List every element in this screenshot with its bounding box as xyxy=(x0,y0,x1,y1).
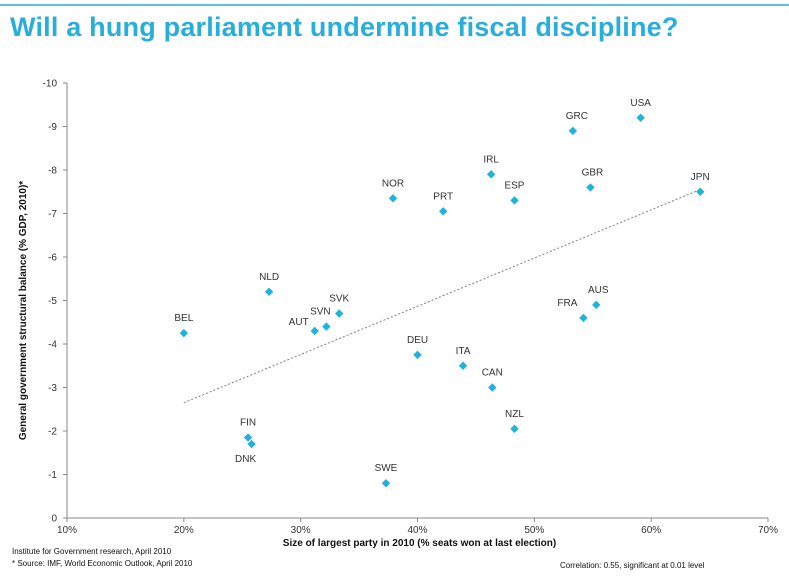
point-label-irl: IRL xyxy=(483,154,499,165)
y-tick-label: -3 xyxy=(48,383,57,394)
data-point-can xyxy=(488,383,497,392)
data-point-usa xyxy=(636,113,645,122)
y-tick-label: -2 xyxy=(48,427,57,438)
point-label-nld: NLD xyxy=(259,272,279,283)
source-note-line1: Institute for Government research, April… xyxy=(12,547,172,556)
point-label-grc: GRC xyxy=(566,111,588,122)
data-point-esp xyxy=(510,196,519,205)
data-point-aus xyxy=(592,300,601,310)
data-point-fra xyxy=(579,313,588,323)
data-point-grc xyxy=(568,126,578,136)
data-point-aut xyxy=(310,326,319,336)
y-tick-label: -8 xyxy=(48,166,57,177)
y-tick-label: -10 xyxy=(43,79,58,90)
point-label-jpn: JPN xyxy=(691,172,710,183)
source-note-line2: * Source: IMF, World Economic Outlook, A… xyxy=(12,559,193,568)
point-label-esp: ESP xyxy=(504,180,524,191)
x-tick-label: 50% xyxy=(524,525,544,536)
data-point-deu xyxy=(413,350,422,360)
data-point-ita xyxy=(458,361,468,370)
trendline xyxy=(183,189,701,404)
point-label-usa: USA xyxy=(630,98,651,109)
y-tick-label: -1 xyxy=(48,470,57,481)
x-tick-label: 20% xyxy=(174,525,194,536)
data-point-svk xyxy=(335,309,344,318)
point-label-swe: SWE xyxy=(375,463,398,474)
point-label-svn: SVN xyxy=(310,307,331,318)
x-tick-label: 10% xyxy=(57,525,77,536)
point-label-prt: PRT xyxy=(433,191,453,202)
x-tick-label: 40% xyxy=(407,525,427,536)
point-label-bel: BEL xyxy=(174,313,193,324)
point-label-dnk: DNK xyxy=(235,454,256,465)
data-point-jpn xyxy=(696,187,705,196)
point-label-fin: FIN xyxy=(240,418,256,429)
data-point-fin xyxy=(243,433,253,442)
data-point-bel xyxy=(179,328,189,338)
point-label-svk: SVK xyxy=(329,294,349,305)
page-title: Will a hung parliament undermine fiscal … xyxy=(10,12,679,42)
x-tick-label: 70% xyxy=(758,525,778,536)
x-axis-title: Size of largest party in 2010 (% seats w… xyxy=(283,538,556,549)
point-label-gbr: GBR xyxy=(582,167,604,178)
point-label-nzl: NZL xyxy=(505,409,524,420)
data-point-gbr xyxy=(586,183,595,192)
y-tick-label: -6 xyxy=(48,253,57,264)
point-label-ita: ITA xyxy=(456,346,471,357)
y-tick-label: -9 xyxy=(48,122,57,133)
x-tick-label: 30% xyxy=(291,525,311,536)
point-label-nor: NOR xyxy=(382,178,404,189)
correlation-note: Correlation: 0.55, significant at 0.01 l… xyxy=(560,561,705,570)
data-point-svn xyxy=(322,322,331,331)
point-label-aus: AUS xyxy=(588,285,609,296)
data-point-prt xyxy=(439,207,448,216)
title-top-rule xyxy=(0,4,789,6)
point-label-aut: AUT xyxy=(289,317,309,328)
data-point-dnk xyxy=(247,439,256,449)
data-point-nor xyxy=(388,194,398,203)
y-tick-label: -7 xyxy=(48,209,57,220)
data-point-swe xyxy=(381,479,391,488)
data-point-nld xyxy=(264,287,274,296)
point-label-fra: FRA xyxy=(557,298,577,309)
y-tick-label: 0 xyxy=(51,514,57,525)
data-point-nzl xyxy=(510,424,519,434)
data-point-irl xyxy=(486,170,496,179)
x-tick-label: 60% xyxy=(641,525,661,536)
point-label-can: CAN xyxy=(482,368,503,379)
y-tick-label: -4 xyxy=(48,340,57,351)
y-tick-label: -5 xyxy=(48,296,57,307)
point-label-deu: DEU xyxy=(407,335,428,346)
y-axis-title: General government structural balance (%… xyxy=(18,181,29,440)
